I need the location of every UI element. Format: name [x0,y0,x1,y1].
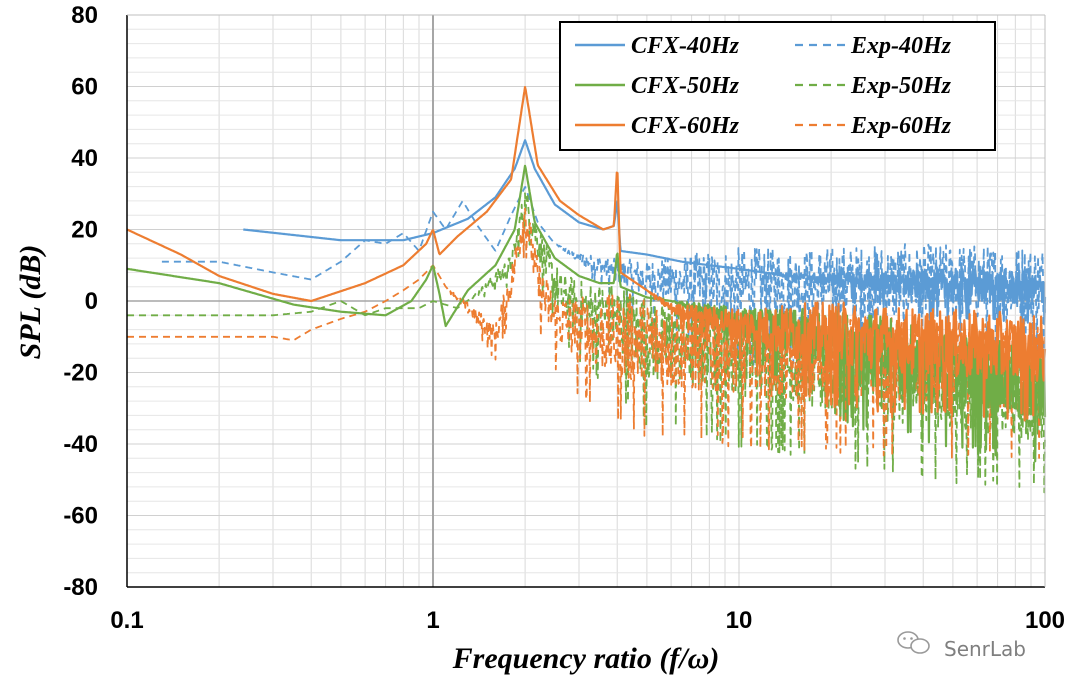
series-layer [126,85,1047,494]
y-axis-title: SPL (dB) [14,245,47,360]
tick-labels: -80 -60 -40 -20 0 20 40 60 80 0.1 1 10 100 [63,2,1065,634]
y-tick-label: 80 [71,2,98,29]
axes [126,14,1046,588]
y-tick-label: -20 [63,360,98,387]
series-line-cfx-40hz [242,139,1047,326]
legend: CFX-40Hz Exp-40Hz CFX-50Hz Exp-50Hz CFX-60Hz… [559,21,996,151]
legend-label: CFX-40Hz [631,33,740,59]
x-tick-label: 10 [726,607,753,634]
y-tick-label: 60 [71,74,98,101]
x-tick-label: 0.1 [110,607,143,634]
y-tick-label: 20 [71,217,98,244]
legend-label: CFX-50Hz [631,73,740,99]
y-tick-label: 40 [71,145,98,172]
x-tick-label: 100 [1025,607,1065,634]
y-tick-label: -80 [63,574,98,601]
y-tick-label: -60 [63,503,98,530]
series-line-exp-40hz [161,185,1046,366]
wechat-icon [897,631,930,654]
watermark: SenrLab [897,631,1026,661]
legend-label: Exp-60Hz [850,113,952,139]
watermark-text: SenrLab [944,637,1026,661]
series-line-cfx-60hz [126,85,1047,422]
legend-label: Exp-40Hz [850,33,952,59]
y-tick-label: -40 [63,431,98,458]
x-axis-title: Frequency ratio (f/ω) [452,642,720,675]
legend-box [559,21,996,151]
y-tick-label: 0 [85,288,98,315]
legend-label: Exp-50Hz [850,73,952,99]
x-tick-label: 1 [426,607,439,634]
legend-label: CFX-60Hz [631,113,740,139]
